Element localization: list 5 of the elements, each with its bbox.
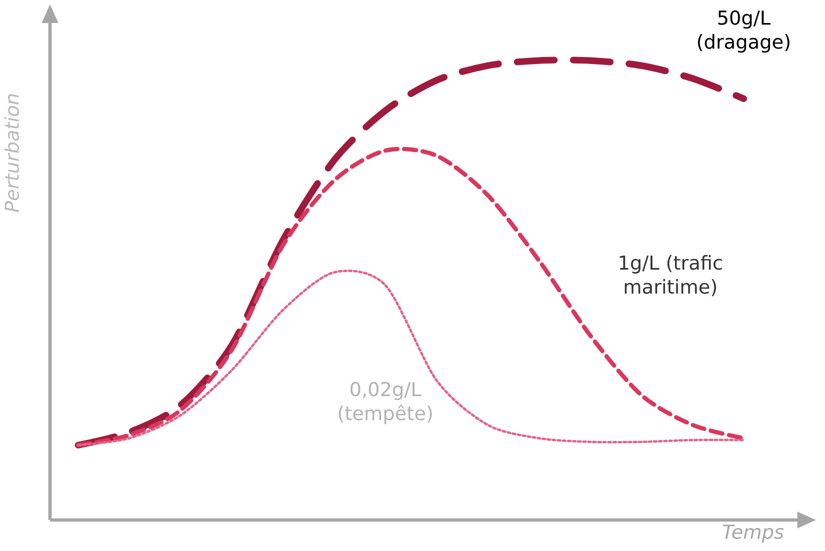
x-axis-title: Temps	[722, 524, 784, 543]
series-label: 0,02g/L (tempête)	[338, 382, 432, 424]
text: 1g/L (trafic maritime)	[620, 255, 722, 296]
y-axis-title: Perturbation	[4, 94, 20, 212]
series-label: 50g/L (dragage)	[698, 10, 790, 53]
